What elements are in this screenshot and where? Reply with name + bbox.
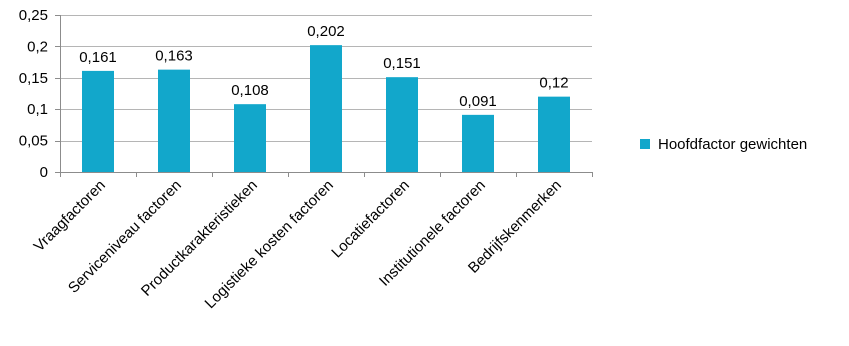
- legend-swatch: [640, 139, 650, 149]
- bar: [386, 77, 418, 172]
- legend-label: Hoofdfactor gewichten: [658, 136, 807, 153]
- data-label: 0,163: [155, 48, 193, 65]
- data-labels: 0,161 0,163 0,108 0,202 0,151 0,091 0,12: [79, 23, 568, 110]
- bars: [82, 45, 570, 173]
- y-tick-label: 0: [40, 164, 48, 181]
- bar: [158, 69, 190, 172]
- data-label: 0,108: [231, 82, 269, 99]
- y-axis-tick-labels: 0 0,05 0,1 0,15 0,2 0,25: [19, 7, 48, 181]
- legend: Hoofdfactor gewichten: [640, 136, 807, 153]
- data-label: 0,161: [79, 49, 117, 66]
- bar: [462, 114, 494, 172]
- data-label: 0,151: [383, 55, 421, 72]
- data-label: 0,12: [539, 75, 568, 92]
- axes: [55, 15, 593, 177]
- y-tick-label: 0,05: [19, 133, 48, 150]
- data-label: 0,091: [459, 93, 497, 110]
- y-tick-label: 0,1: [27, 101, 48, 118]
- y-tick-label: 0,2: [27, 38, 48, 55]
- bar: [538, 96, 570, 172]
- y-tick-label: 0,15: [19, 70, 48, 87]
- x-tick-label: Logistieke kosten factoren: [202, 177, 337, 312]
- y-tick-label: 0,25: [19, 7, 48, 24]
- bar: [82, 70, 114, 172]
- data-label: 0,202: [307, 23, 345, 40]
- bar: [310, 45, 342, 173]
- x-tick-label: Vraagfactoren: [31, 177, 109, 255]
- x-tick-label: Locatiefactoren: [328, 177, 413, 262]
- bar: [234, 104, 266, 172]
